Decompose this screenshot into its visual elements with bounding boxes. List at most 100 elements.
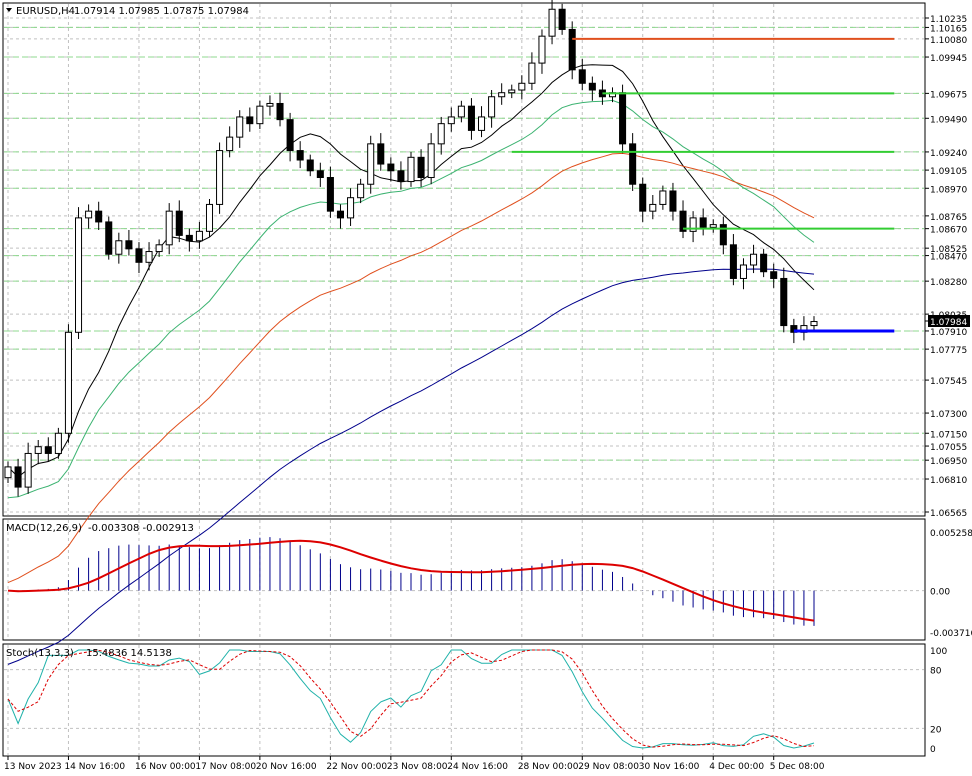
bull-candle [75, 217, 83, 333]
bear-candle [276, 102, 284, 121]
bull-candle [709, 224, 717, 228]
macd-panel-frame [2, 518, 926, 641]
price-panel-frame [2, 2, 926, 517]
current-price-label: 1.07984 [930, 318, 967, 328]
stoch-signal-line [7, 649, 815, 748]
price-label: 1.09490 [930, 115, 967, 125]
stoch-axis-label: 80 [930, 667, 942, 677]
time-label: 22 Nov 00:00 [326, 762, 387, 772]
price-label: 1.07775 [930, 346, 967, 356]
stoch-panel-frame [2, 643, 926, 757]
bull-candle [216, 150, 224, 205]
macd-axis-label: 0.005258 [930, 529, 972, 539]
price-label: 1.07055 [930, 443, 967, 453]
bull-candle [205, 203, 214, 232]
price-label: 1.09675 [930, 90, 967, 100]
macd-readout: -0.003308 -0.002913 [88, 523, 194, 534]
macd-axis-label: 0.00 [930, 588, 950, 598]
bull-candle [256, 105, 264, 125]
grid [4, 4, 924, 755]
bear-candle [44, 446, 52, 454]
bull-candle [54, 432, 62, 454]
bull-candle [64, 331, 72, 434]
bull-candle [115, 240, 123, 255]
bear-candle [729, 244, 737, 279]
bull-candle [85, 210, 93, 219]
bear-candle [578, 69, 586, 84]
bear-candle [105, 221, 113, 255]
bear-candle [619, 92, 627, 145]
price-label: 1.06810 [930, 476, 967, 486]
bear-candle [95, 210, 103, 223]
ohlc-readout: 1.07914 1.07985 1.07875 1.07984 [74, 6, 249, 17]
time-label: 13 Nov 2023 [4, 762, 62, 772]
horizontal-levels [511, 37, 895, 333]
bull-candle [457, 105, 465, 118]
candlesticks [4, 0, 818, 497]
price-label: 1.08525 [930, 245, 967, 255]
price-label: 1.07910 [930, 328, 967, 338]
dropdown-triangle-icon[interactable] [6, 8, 12, 12]
bear-candle [669, 190, 677, 212]
macd-header: MACD(12,26,9) -0.003308 -0.002913 [6, 523, 194, 534]
bear-candle [467, 105, 475, 131]
bull-candle [538, 35, 546, 64]
bear-candle [175, 210, 183, 236]
bull-candle [508, 89, 516, 94]
bear-candle [679, 210, 687, 232]
stoch-axis-label: 100 [930, 647, 947, 657]
bull-candle [367, 143, 375, 185]
bull-candle [548, 8, 556, 37]
time-label: 16 Nov 00:00 [135, 762, 196, 772]
price-label: 1.06950 [930, 457, 967, 467]
bear-candle [377, 143, 385, 165]
bull-candle [357, 183, 365, 199]
bull-candle [498, 92, 506, 98]
bull-candle [24, 452, 32, 488]
time-label: 20 Nov 16:00 [256, 762, 317, 772]
bull-candle [689, 217, 697, 232]
bull-candle [750, 253, 758, 266]
bull-candle [4, 466, 12, 479]
bull-candle [165, 210, 173, 246]
bull-candle [649, 203, 657, 212]
price-label: 1.09105 [930, 167, 967, 177]
stoch-header: Stoch(13,3,3) 15.4836 14.5138 [6, 648, 172, 659]
stoch-readout: 15.4836 14.5138 [86, 648, 172, 659]
price-label: 1.07150 [930, 430, 967, 440]
bear-candle [296, 150, 304, 161]
bull-candle [488, 96, 496, 118]
bull-candle [437, 123, 445, 145]
time-label: 24 Nov 16:00 [447, 762, 508, 772]
bull-candle [739, 264, 747, 279]
bull-candle [145, 251, 153, 263]
time-label: 4 Dec 00:00 [709, 762, 764, 772]
bull-candle [155, 244, 163, 253]
macd-signal-line [7, 539, 815, 622]
price-label: 1.09240 [930, 149, 967, 159]
macd-axis-label: -0.003716 [930, 629, 972, 639]
time-label: 28 Nov 00:00 [518, 762, 579, 772]
price-label: 1.07545 [930, 377, 967, 387]
price-label: 1.07300 [930, 410, 967, 420]
bull-candle [518, 82, 526, 91]
bear-candle [326, 177, 334, 212]
bear-candle [316, 170, 324, 179]
price-label: 1.08280 [930, 278, 967, 288]
symbol-label: EURUSD,H4 [16, 6, 75, 17]
current-price-badge [928, 314, 970, 327]
bull-candle [427, 143, 435, 179]
bear-candle [125, 240, 133, 250]
bear-candle [185, 234, 193, 242]
price-label: 1.06565 [930, 509, 967, 519]
bear-candle [568, 28, 576, 71]
time-label: 17 Nov 08:00 [195, 762, 256, 772]
price-label: 1.08470 [930, 253, 967, 263]
bull-candle [226, 136, 234, 152]
time-label: 30 Nov 16:00 [639, 762, 700, 772]
price-label: 1.08670 [930, 226, 967, 236]
bull-candle [447, 116, 455, 125]
time-label: 29 Nov 08:00 [578, 762, 639, 772]
bear-candle [336, 210, 344, 219]
